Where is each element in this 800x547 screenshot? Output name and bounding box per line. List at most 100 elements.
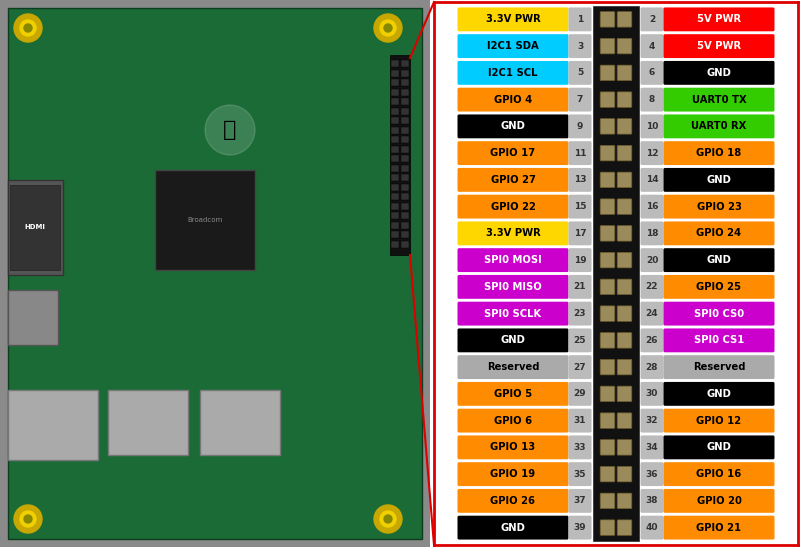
FancyBboxPatch shape xyxy=(618,38,632,54)
Bar xyxy=(391,212,399,219)
Bar xyxy=(391,174,399,181)
Text: GPIO 27: GPIO 27 xyxy=(490,175,535,185)
Bar xyxy=(401,89,409,96)
FancyBboxPatch shape xyxy=(618,359,632,375)
FancyBboxPatch shape xyxy=(641,435,663,459)
Bar xyxy=(391,98,399,105)
Text: 6: 6 xyxy=(649,68,655,77)
Text: GND: GND xyxy=(501,522,526,533)
Bar xyxy=(401,146,409,153)
FancyBboxPatch shape xyxy=(458,355,569,379)
Text: 39: 39 xyxy=(574,523,586,532)
Text: GPIO 17: GPIO 17 xyxy=(490,148,535,158)
FancyBboxPatch shape xyxy=(569,88,591,112)
Circle shape xyxy=(384,515,392,523)
FancyBboxPatch shape xyxy=(641,328,663,352)
Text: 14: 14 xyxy=(646,176,658,184)
Text: 8: 8 xyxy=(649,95,655,104)
FancyBboxPatch shape xyxy=(641,275,663,299)
Bar xyxy=(401,231,409,238)
FancyBboxPatch shape xyxy=(600,11,615,27)
Bar xyxy=(8,180,63,275)
Circle shape xyxy=(205,105,255,155)
Bar xyxy=(391,241,399,247)
Bar xyxy=(391,202,399,210)
FancyBboxPatch shape xyxy=(618,386,632,401)
Text: 3.3V PWR: 3.3V PWR xyxy=(486,229,540,238)
FancyBboxPatch shape xyxy=(663,8,774,31)
Text: GND: GND xyxy=(706,389,731,399)
Text: 25: 25 xyxy=(574,336,586,345)
FancyBboxPatch shape xyxy=(600,38,615,54)
Circle shape xyxy=(20,20,36,36)
Text: UART0 RX: UART0 RX xyxy=(691,121,746,131)
Bar xyxy=(401,165,409,172)
Circle shape xyxy=(374,14,402,42)
Text: GPIO 5: GPIO 5 xyxy=(494,389,532,399)
FancyBboxPatch shape xyxy=(618,119,632,134)
Text: 17: 17 xyxy=(574,229,586,238)
Text: 35: 35 xyxy=(574,470,586,479)
FancyBboxPatch shape xyxy=(569,516,591,539)
FancyBboxPatch shape xyxy=(663,516,774,539)
FancyBboxPatch shape xyxy=(618,225,632,241)
FancyBboxPatch shape xyxy=(663,355,774,379)
Bar xyxy=(391,79,399,86)
FancyBboxPatch shape xyxy=(569,141,591,165)
Text: 3: 3 xyxy=(577,42,583,51)
Bar xyxy=(391,193,399,200)
FancyBboxPatch shape xyxy=(569,409,591,433)
FancyBboxPatch shape xyxy=(663,248,774,272)
Bar xyxy=(8,290,58,345)
Text: 23: 23 xyxy=(574,309,586,318)
Circle shape xyxy=(380,20,396,36)
FancyBboxPatch shape xyxy=(569,114,591,138)
FancyBboxPatch shape xyxy=(641,409,663,433)
FancyBboxPatch shape xyxy=(600,252,615,268)
FancyBboxPatch shape xyxy=(618,413,632,428)
FancyBboxPatch shape xyxy=(600,119,615,134)
Text: 🍓: 🍓 xyxy=(223,120,237,140)
Text: 16: 16 xyxy=(646,202,658,211)
Bar xyxy=(0,0,430,547)
FancyBboxPatch shape xyxy=(458,195,569,219)
FancyBboxPatch shape xyxy=(618,467,632,482)
Text: GPIO 23: GPIO 23 xyxy=(697,202,742,212)
FancyBboxPatch shape xyxy=(641,462,663,486)
Text: GPIO 16: GPIO 16 xyxy=(696,469,742,479)
Text: Broadcom: Broadcom xyxy=(187,217,222,223)
Text: 28: 28 xyxy=(646,363,658,371)
FancyBboxPatch shape xyxy=(458,462,569,486)
FancyBboxPatch shape xyxy=(458,114,569,138)
FancyBboxPatch shape xyxy=(641,88,663,112)
FancyBboxPatch shape xyxy=(569,382,591,406)
Circle shape xyxy=(14,14,42,42)
Bar xyxy=(390,55,410,255)
Text: I2C1 SDA: I2C1 SDA xyxy=(487,41,539,51)
Bar xyxy=(10,185,60,270)
Text: GND: GND xyxy=(706,175,731,185)
FancyBboxPatch shape xyxy=(569,489,591,513)
Text: SPI0 CS1: SPI0 CS1 xyxy=(694,335,744,345)
FancyBboxPatch shape xyxy=(618,493,632,509)
Text: GPIO 13: GPIO 13 xyxy=(490,443,535,452)
Text: UART0 TX: UART0 TX xyxy=(692,95,746,104)
Text: GPIO 18: GPIO 18 xyxy=(696,148,742,158)
Bar xyxy=(401,155,409,162)
Bar xyxy=(401,193,409,200)
FancyBboxPatch shape xyxy=(458,302,569,325)
Circle shape xyxy=(24,24,32,32)
FancyBboxPatch shape xyxy=(569,222,591,245)
FancyBboxPatch shape xyxy=(458,409,569,433)
FancyBboxPatch shape xyxy=(458,275,569,299)
FancyBboxPatch shape xyxy=(618,252,632,268)
FancyBboxPatch shape xyxy=(600,467,615,482)
Text: 10: 10 xyxy=(646,122,658,131)
Text: 2: 2 xyxy=(649,15,655,24)
Bar xyxy=(401,174,409,181)
Circle shape xyxy=(20,511,36,527)
FancyBboxPatch shape xyxy=(618,333,632,348)
Text: 19: 19 xyxy=(574,255,586,265)
Bar xyxy=(8,8,422,539)
FancyBboxPatch shape xyxy=(618,440,632,455)
